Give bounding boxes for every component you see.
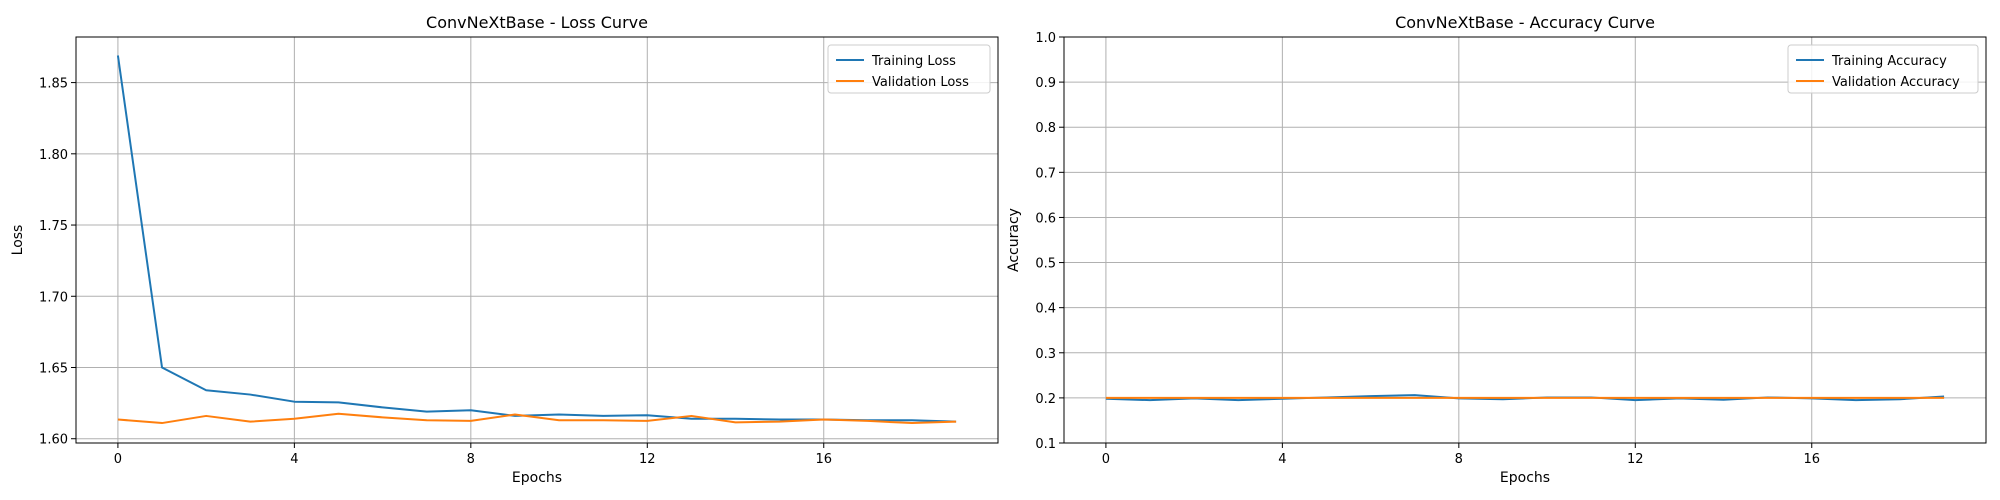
y-tick-label: 0.3 [1035,347,1056,362]
series-line-training-loss [116,55,957,423]
x-tick-label: 0 [114,452,122,467]
x-tick-label: 4 [290,452,298,467]
accuracy-chart-panel: 0 4 8 12 16 0.1 0.2 0.3 0.4 0.5 0.6 0.7 0.8 0.9 1.0 Con… [1006,13,1987,486]
y-tick-label: 0.8 [1035,121,1056,136]
x-tick-label: 8 [1455,452,1463,467]
y-tick-label: 1.75 [39,219,68,234]
legend-label: Training Loss [871,54,956,69]
chart-title: ConvNeXtBase - Loss Curve [426,13,648,32]
legend-label: Validation Loss [872,75,969,90]
chart-title: ConvNeXtBase - Accuracy Curve [1395,13,1655,32]
y-tick-label: 0.1 [1035,437,1056,452]
y-axis-label: Accuracy [1006,208,1022,272]
y-tick-label: 0.7 [1035,166,1056,181]
loss-legend: Training Loss Validation Loss [827,44,991,94]
y-tick-label: 1.70 [39,290,68,305]
x-tick-label: 12 [639,452,656,467]
y-tick-label: 1.65 [39,361,68,376]
loss-chart-panel: 0 4 8 12 16 1.60 1.65 1.70 1.75 1.80 1.85 ConvNeXtB… [10,13,999,486]
x-tick-label: 0 [1102,452,1110,467]
y-axis-label: Loss [10,225,26,256]
legend-box [827,44,991,94]
y-tick-label: 0.9 [1035,76,1056,91]
y-tick-label: 1.80 [39,148,68,163]
y-tick-label: 0.2 [1035,392,1056,407]
y-tick-label: 1.0 [1035,31,1056,46]
x-tick-label: 8 [467,452,475,467]
legend-label: Training Accuracy [1831,54,1947,69]
series-line-validation-loss [117,412,957,425]
x-axis-label: Epochs [1500,470,1550,486]
y-tick-label: 0.4 [1035,302,1056,317]
accuracy-legend: Training Accuracy Validation Accuracy [1787,44,1979,94]
y-tick-label: 0.5 [1035,257,1056,272]
plot-frame [1063,36,1987,444]
x-tick-label: 16 [1803,452,1820,467]
plot-frame [75,36,999,444]
legend-label: Validation Accuracy [1832,75,1960,90]
x-tick-label: 4 [1278,452,1286,467]
y-tick-label: 1.60 [39,433,68,448]
x-tick-label: 12 [1627,452,1644,467]
y-tick-label: 0.6 [1035,211,1056,226]
x-tick-label: 16 [815,452,832,467]
y-tick-label: 1.85 [39,77,68,92]
legend-box [1787,44,1979,94]
x-axis-label: Epochs [512,470,562,486]
